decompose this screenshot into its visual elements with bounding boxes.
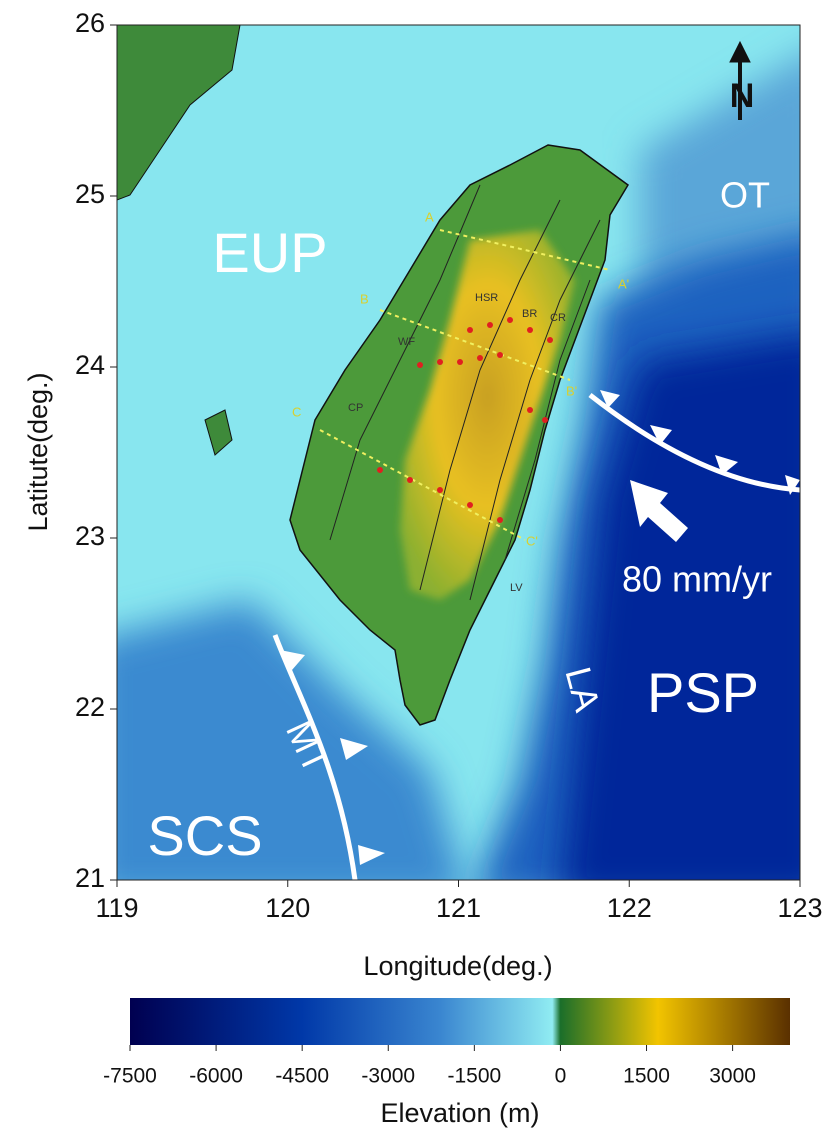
feature-label: WF	[398, 336, 415, 348]
colorbar-tick-label: 1500	[623, 1065, 670, 1088]
x-axis-title: Longitude(deg.)	[363, 951, 552, 981]
feature-label: CP	[348, 402, 363, 414]
label-velocity: 80 mm/yr	[622, 559, 772, 600]
x-tick-label: 121	[436, 893, 481, 923]
x-tick-label: 120	[265, 893, 310, 923]
profile-label: B	[360, 291, 369, 306]
colorbar	[130, 998, 790, 1045]
y-tick-label: 21	[75, 863, 105, 893]
north-label: N	[730, 77, 755, 115]
profile-label: A	[425, 209, 434, 224]
colorbar-tick-label: -4500	[275, 1065, 329, 1088]
feature-label: LV	[510, 582, 523, 594]
y-tick-label: 22	[75, 692, 105, 722]
y-tick-label: 24	[75, 350, 105, 380]
colorbar-tick-label: 3000	[709, 1065, 756, 1088]
colorbar-tick-label: -1500	[447, 1065, 501, 1088]
label-scs: SCS	[147, 804, 262, 867]
label-ot: OT	[720, 175, 770, 216]
x-tick-label: 119	[95, 893, 138, 923]
y-tick-label: 23	[75, 521, 105, 551]
y-tick-label: 25	[75, 179, 105, 209]
colorbar-tick-label: -6000	[189, 1065, 243, 1088]
colorbar-tick-label: -3000	[361, 1065, 415, 1088]
feature-label: BR	[522, 308, 537, 320]
label-eup: EUP	[212, 221, 327, 284]
map-figure: N EUP OT PSP SCS MT LA 80 mm/yr A A' B B…	[0, 0, 827, 1137]
colorbar-tick-label: -7500	[103, 1065, 157, 1088]
feature-label: CR	[550, 312, 566, 324]
profile-label: C'	[526, 533, 538, 548]
colorbar-title: Elevation (m)	[380, 1098, 539, 1128]
map-area: N EUP OT PSP SCS MT LA 80 mm/yr A A' B B…	[90, 25, 827, 900]
profile-label: B'	[566, 383, 577, 398]
colorbar-tick-label: 0	[555, 1065, 567, 1088]
y-axis-title: Latitute(deg.)	[23, 372, 53, 531]
feature-label: HSR	[475, 292, 498, 304]
profile-label: A'	[618, 276, 629, 291]
x-tick-label: 122	[607, 893, 652, 923]
profile-label: C	[292, 404, 301, 419]
label-psp: PSP	[647, 661, 759, 724]
y-tick-label: 26	[75, 8, 105, 38]
x-tick-label: 123	[777, 893, 822, 923]
